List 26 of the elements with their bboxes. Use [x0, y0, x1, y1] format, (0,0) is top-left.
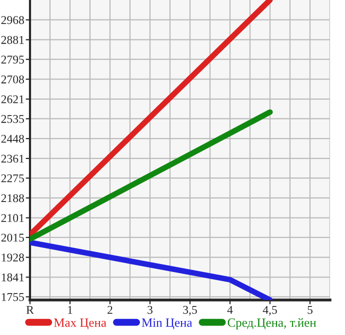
x-tick-label: R: [26, 306, 34, 314]
x-tick-label: 2: [108, 306, 112, 314]
y-tick-label: 1841: [2, 273, 24, 282]
y-tick-label: 2535: [1, 115, 24, 123]
x-tick-label: 4: [227, 306, 233, 314]
y-tick-label: 2015: [1, 234, 24, 242]
legend-label: Min Цена: [142, 318, 192, 330]
y-tick-label: 2968: [1, 16, 24, 24]
y-tick-label: 2708: [1, 75, 24, 84]
y-tick-label: 2361: [1, 154, 24, 163]
y-tick-label: 2101: [1, 214, 24, 222]
y-tick-label: 2621: [1, 95, 24, 104]
y-tick-label: 1755: [2, 293, 24, 302]
y-tick-label: 2275: [1, 174, 24, 182]
legend-label: Max Цена: [54, 318, 106, 330]
y-tick-label: 1928: [2, 254, 24, 262]
x-tick-label: 5: [308, 306, 312, 314]
y-tick-label: 2795: [1, 56, 24, 64]
x-tick-label: 4,5: [262, 306, 277, 316]
x-tick-label: 1: [68, 306, 72, 314]
y-tick-label: 2881: [1, 36, 24, 44]
legend-label: Сред.Цена, т.йен: [228, 318, 316, 330]
x-tick-label: 3: [148, 306, 152, 314]
y-tick-label: 2448: [1, 134, 24, 143]
y-tick-label: 2188: [1, 194, 24, 202]
x-tick-label: 3,5: [183, 306, 197, 316]
